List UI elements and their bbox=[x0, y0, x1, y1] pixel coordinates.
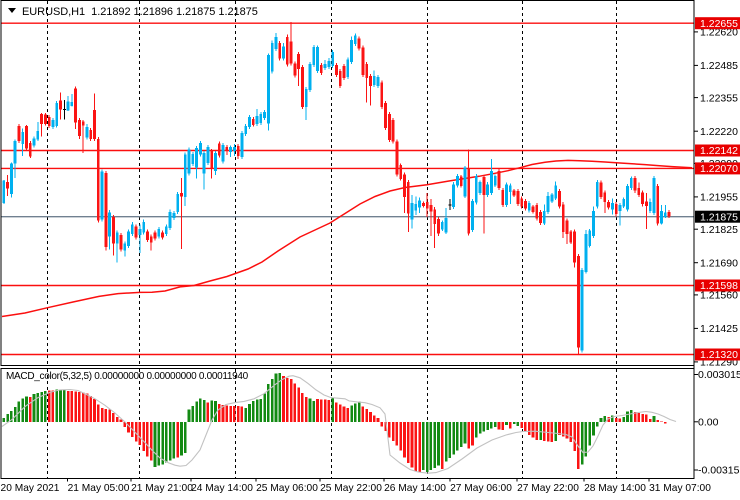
svg-text:1.22220: 1.22220 bbox=[700, 126, 738, 138]
svg-text:21 May 05:00: 21 May 05:00 bbox=[68, 483, 130, 494]
svg-text:27 May 22:00: 27 May 22:00 bbox=[517, 483, 579, 494]
svg-text:28 May 14:00: 28 May 14:00 bbox=[584, 483, 646, 494]
svg-text:1.21955: 1.21955 bbox=[700, 192, 738, 204]
svg-text:1.22070: 1.22070 bbox=[700, 163, 738, 175]
svg-text:1.22485: 1.22485 bbox=[700, 60, 738, 72]
svg-text:1.21875: 1.21875 bbox=[700, 211, 738, 223]
svg-text:0.0030159: 0.0030159 bbox=[698, 369, 740, 381]
svg-text:1.21320: 1.21320 bbox=[700, 349, 738, 361]
svg-text:26 May 14:00: 26 May 14:00 bbox=[384, 483, 446, 494]
svg-text:1.21690: 1.21690 bbox=[700, 257, 738, 269]
svg-text:EURUSD,H1 1.21892 1.21896 1.2: EURUSD,H1 1.21892 1.21896 1.21875 1.2187… bbox=[22, 6, 258, 18]
svg-text:-0.0031539: -0.0031539 bbox=[698, 465, 740, 477]
svg-text:1.21598: 1.21598 bbox=[700, 280, 738, 292]
svg-text:MACD_color(5,32,5) 0.00000000: MACD_color(5,32,5) 0.00000000 0.00000000… bbox=[6, 371, 249, 382]
svg-text:24 May 14:00: 24 May 14:00 bbox=[191, 483, 253, 494]
svg-text:1.22655: 1.22655 bbox=[700, 18, 738, 30]
svg-text:1.22620: 1.22620 bbox=[700, 27, 738, 39]
svg-text:1.22142: 1.22142 bbox=[700, 145, 738, 157]
svg-text:20 May 2021: 20 May 2021 bbox=[1, 483, 60, 494]
svg-text:31 May 07:00: 31 May 07:00 bbox=[649, 483, 711, 494]
svg-text:1.22355: 1.22355 bbox=[700, 92, 738, 104]
svg-text:0.00: 0.00 bbox=[698, 417, 719, 429]
svg-text:25 May 06:00: 25 May 06:00 bbox=[256, 483, 318, 494]
svg-text:1.21425: 1.21425 bbox=[700, 323, 738, 335]
svg-text:1.21560: 1.21560 bbox=[700, 290, 738, 302]
svg-text:1.21825: 1.21825 bbox=[700, 224, 738, 236]
svg-text:25 May 22:00: 25 May 22:00 bbox=[320, 483, 382, 494]
svg-text:21 May 21:00: 21 May 21:00 bbox=[131, 483, 193, 494]
svg-text:27 May 06:00: 27 May 06:00 bbox=[450, 483, 512, 494]
